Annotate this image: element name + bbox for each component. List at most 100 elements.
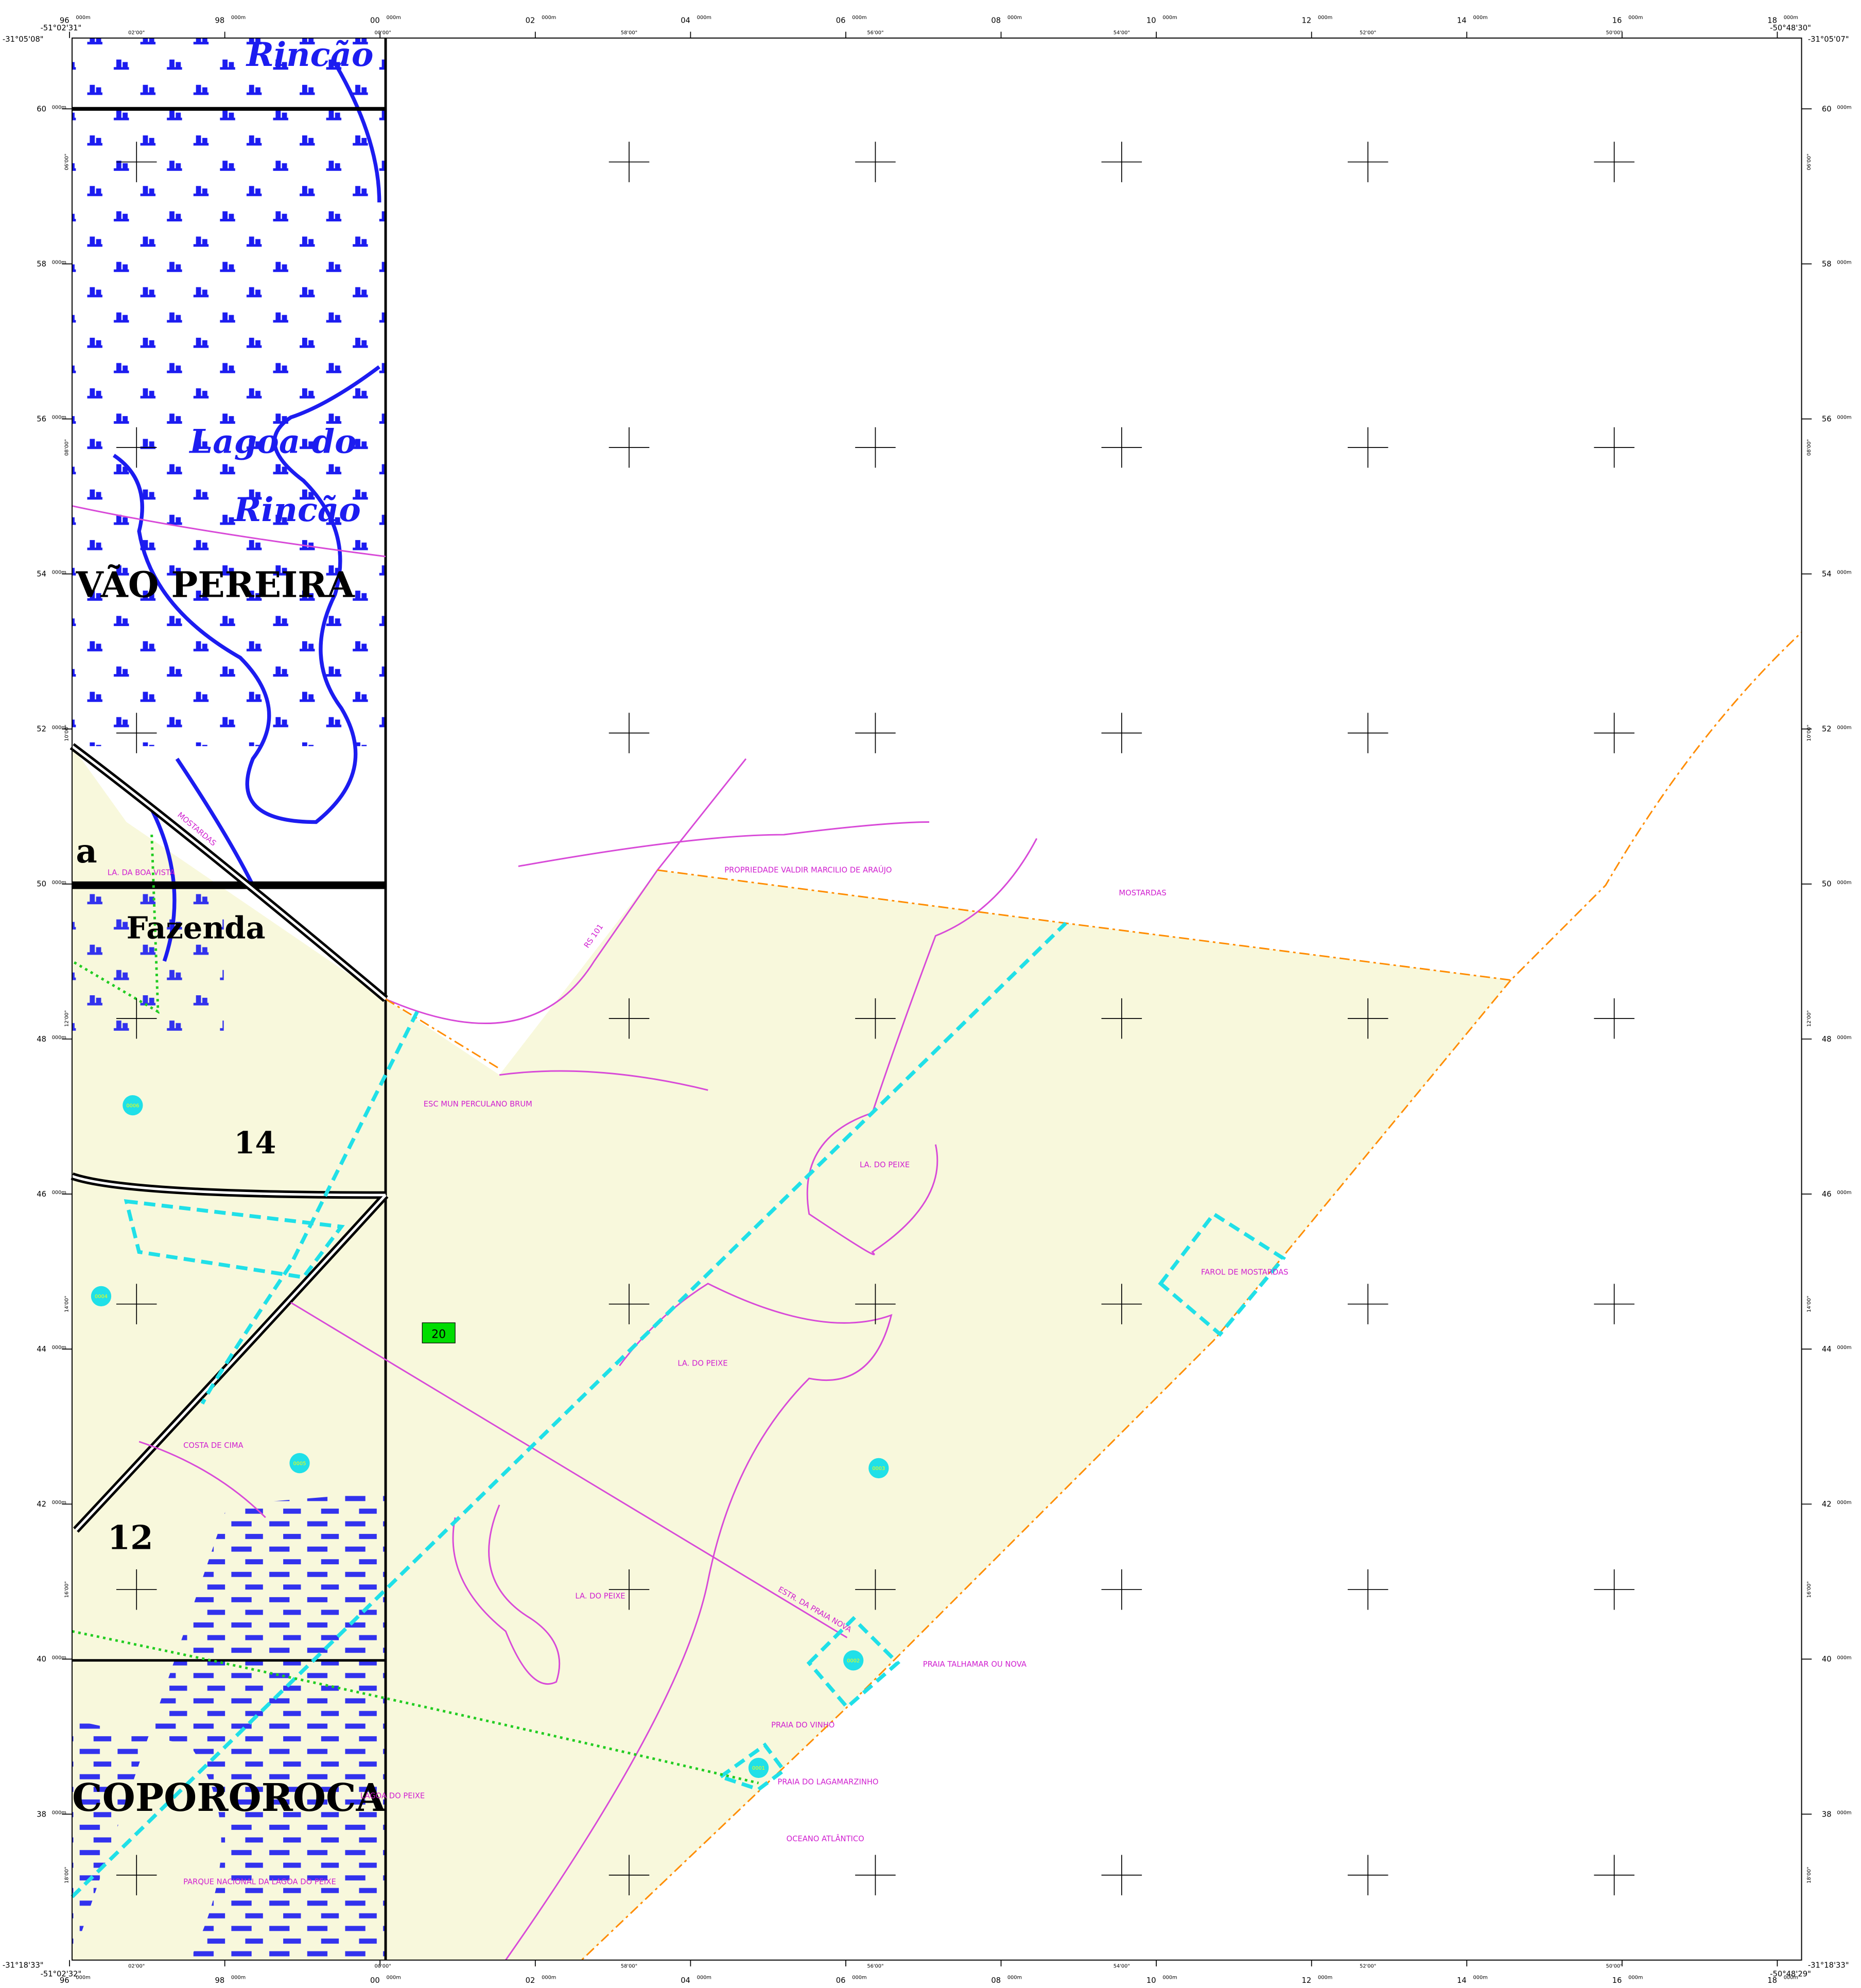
latitude-label: 08'00" [64, 439, 70, 456]
northing-unit: 000m [52, 880, 66, 886]
easting-label: 08 [991, 1976, 1001, 1985]
place-label: ESC MUN PERCULANO BRUM [424, 1100, 532, 1109]
latitude-label: 14'00" [1806, 1296, 1812, 1312]
easting-unit: 000m [387, 15, 401, 21]
latitude-label: 08'00" [1806, 439, 1812, 456]
easting-label: 02 [526, 1976, 535, 1985]
northing-unit: 000m [52, 260, 66, 265]
scan-label: Rincão [246, 36, 374, 74]
easting-label: 16 [1612, 16, 1622, 25]
longitude-label: 02'00" [128, 30, 145, 36]
northing-unit: 000m [1837, 105, 1851, 110]
point-label: 0004 [95, 1294, 108, 1300]
scan-label: COPOROROCA [72, 1776, 386, 1820]
northing-label: 46 [1822, 1190, 1832, 1199]
northing-label: 38 [1822, 1810, 1832, 1819]
place-label: LA. DO PEIXE [677, 1359, 727, 1368]
northing-unit: 000m [1837, 1035, 1851, 1041]
easting-unit: 000m [1628, 15, 1643, 21]
northing-label: 52 [37, 725, 46, 734]
longitude-label: 58'00" [621, 30, 637, 36]
easting-unit: 000m [1473, 15, 1488, 21]
northing-label: 52 [1822, 725, 1832, 734]
corner-coordinate: -51°02'32" [41, 1970, 82, 1979]
place-label: COSTA DE CIMA [183, 1441, 244, 1450]
easting-label: 04 [681, 1976, 690, 1985]
latitude-label: 12'00" [1806, 1010, 1812, 1027]
easting-label: 18 [1767, 16, 1777, 25]
scan-label: a [76, 832, 97, 871]
easting-unit: 000m [1784, 15, 1798, 21]
easting-label: 08 [991, 16, 1001, 25]
longitude-label: 58'00" [621, 1963, 637, 1969]
northing-unit: 000m [1837, 1655, 1851, 1661]
easting-unit: 000m [76, 1975, 90, 1981]
longitude-label: 52'00" [1360, 1963, 1376, 1969]
corner-coordinate: -31°05'08" [3, 35, 44, 44]
easting-label: 12 [1302, 16, 1312, 25]
point-marker [289, 1453, 310, 1474]
northing-unit: 000m [52, 1500, 66, 1506]
northing-label: 40 [1822, 1655, 1832, 1664]
northing-unit: 000m [52, 1345, 66, 1351]
place-label: FAROL DE MOSTARDAS [1201, 1268, 1288, 1277]
northing-label: 54 [1822, 570, 1832, 579]
northing-unit: 000m [52, 415, 66, 421]
easting-unit: 000m [542, 15, 556, 21]
latitude-label: 10'00" [1806, 725, 1812, 741]
longitude-label: 52'00" [1360, 30, 1376, 36]
scan-label: 12 [108, 1519, 153, 1558]
latitude-label: 12'00" [64, 1010, 70, 1027]
easting-label: 06 [836, 1976, 846, 1985]
point-label: 0001 [752, 1766, 765, 1771]
road-number: 20 [431, 1327, 446, 1341]
northing-label: 44 [37, 1345, 46, 1354]
easting-label: 02 [526, 16, 535, 25]
easting-label: 18 [1767, 1976, 1777, 1985]
northing-unit: 000m [1837, 1190, 1851, 1196]
northing-label: 40 [37, 1655, 46, 1664]
corner-coordinate: -31°05'07" [1808, 35, 1849, 44]
corner-coordinate: -51°02'31" [41, 24, 82, 32]
northing-label: 58 [37, 260, 46, 268]
easting-label: 96 [60, 16, 69, 25]
northing-unit: 000m [1837, 1500, 1851, 1506]
longitude-label: 00'00" [375, 1963, 391, 1969]
latitude-label: 06'00" [1806, 153, 1812, 170]
easting-unit: 000m [1162, 1975, 1177, 1981]
latitude-label: 16'00" [1806, 1581, 1812, 1598]
northing-label: 38 [37, 1810, 46, 1819]
point-marker [748, 1757, 769, 1778]
easting-unit: 000m [387, 1975, 401, 1981]
northing-unit: 000m [1837, 415, 1851, 421]
easting-label: 10 [1146, 16, 1156, 25]
place-label: MOSTARDAS [1119, 889, 1166, 897]
northing-label: 42 [37, 1500, 46, 1509]
northing-label: 56 [37, 414, 46, 423]
northing-label: 60 [1822, 105, 1832, 113]
northing-unit: 000m [1837, 570, 1851, 576]
northing-label: 54 [37, 570, 46, 579]
easting-unit: 000m [231, 1975, 246, 1981]
place-label: PARQUE NACIONAL DA LAGOA DO PEIXE [183, 1877, 336, 1886]
point-marker [91, 1286, 112, 1307]
easting-unit: 000m [1162, 15, 1177, 21]
scan-label: Fazenda [127, 910, 266, 945]
northing-unit: 000m [1837, 1345, 1851, 1351]
corner-coordinate: -31°18'33" [3, 1961, 44, 1969]
easting-label: 14 [1457, 1976, 1467, 1985]
northing-unit: 000m [52, 1655, 66, 1661]
point-marker [123, 1095, 143, 1116]
longitude-label: 00'00" [375, 30, 391, 36]
place-label: LA. DO PEIXE [575, 1592, 625, 1600]
place-label: PROPRIEDADE VALDIR MARCILIO DE ARAÚJO [724, 866, 892, 875]
easting-unit: 000m [1784, 1975, 1798, 1981]
point-marker [843, 1650, 864, 1671]
easting-unit: 000m [1318, 1975, 1332, 1981]
northing-label: 50 [1822, 880, 1832, 889]
northing-unit: 000m [52, 1190, 66, 1196]
easting-label: 10 [1146, 1976, 1156, 1985]
northing-unit: 000m [1837, 260, 1851, 265]
easting-label: 04 [681, 16, 690, 25]
